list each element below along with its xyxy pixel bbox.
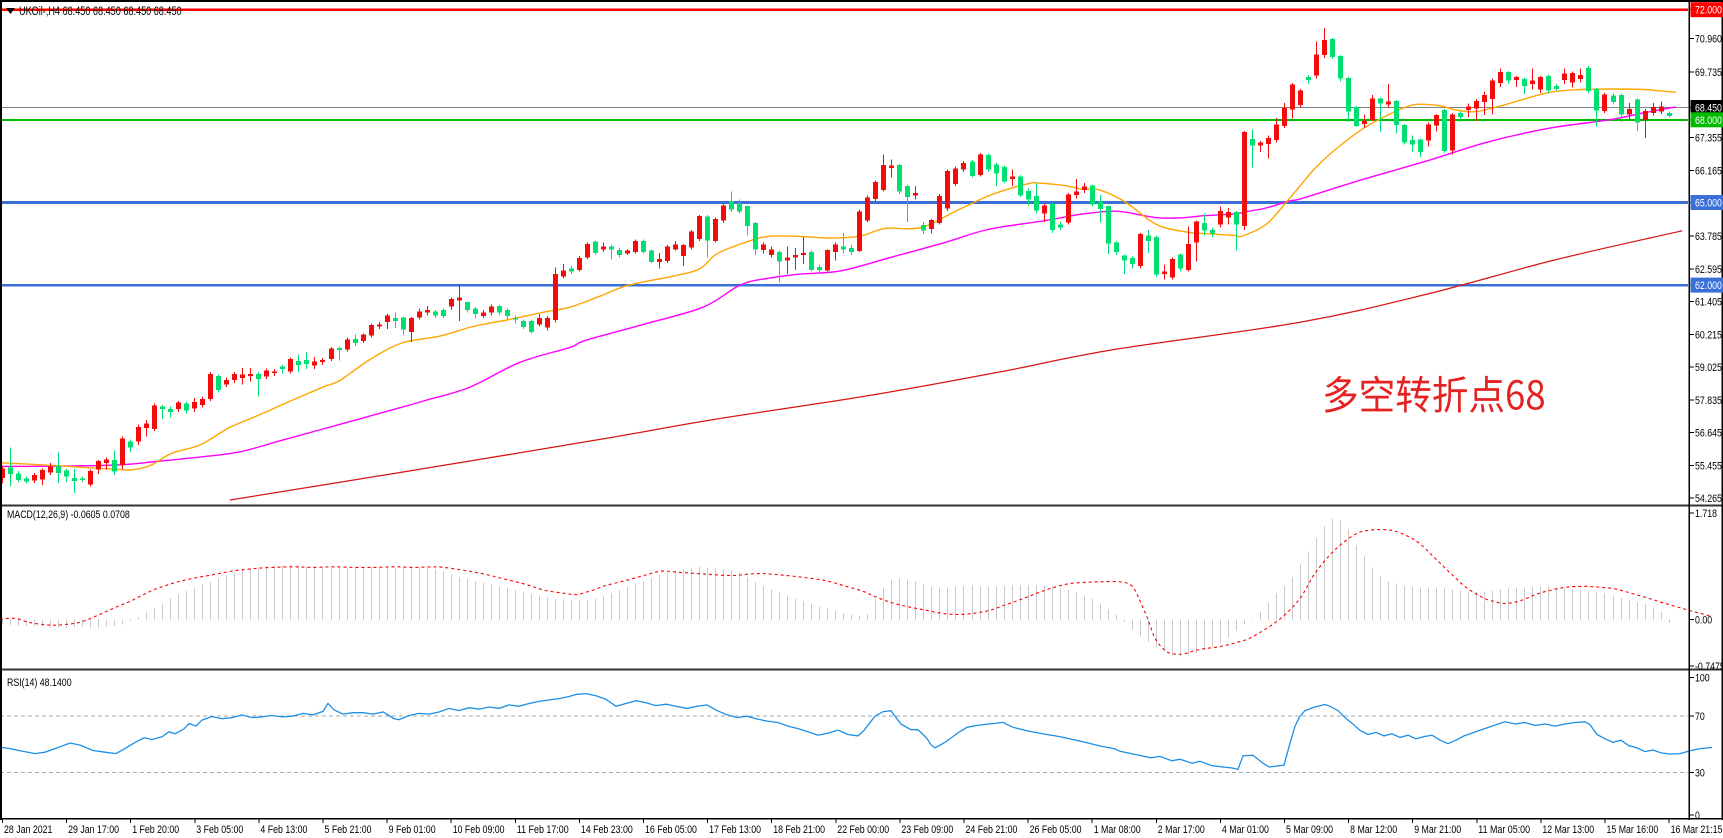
svg-text:70: 70 bbox=[1695, 711, 1705, 723]
svg-text:9 Mar 21:00: 9 Mar 21:00 bbox=[1414, 824, 1461, 836]
svg-text:8 Mar 12:00: 8 Mar 12:00 bbox=[1350, 824, 1397, 836]
svg-text:2 Mar 17:00: 2 Mar 17:00 bbox=[1158, 824, 1205, 836]
svg-text:68.000: 68.000 bbox=[1695, 115, 1722, 127]
svg-text:100: 100 bbox=[1695, 673, 1710, 685]
svg-text:5 Feb 21:00: 5 Feb 21:00 bbox=[325, 824, 372, 836]
svg-text:29 Jan 17:00: 29 Jan 17:00 bbox=[68, 824, 119, 836]
svg-text:72.000: 72.000 bbox=[1695, 5, 1722, 17]
svg-text:69.735: 69.735 bbox=[1695, 67, 1722, 79]
svg-text:66.165: 66.165 bbox=[1695, 165, 1722, 177]
svg-text:63.785: 63.785 bbox=[1695, 231, 1722, 243]
svg-text:1 Mar 08:00: 1 Mar 08:00 bbox=[1094, 824, 1141, 836]
svg-text:57.835: 57.835 bbox=[1695, 395, 1722, 407]
svg-text:16 Mar 21:15: 16 Mar 21:15 bbox=[1671, 824, 1723, 836]
svg-text:62.595: 62.595 bbox=[1695, 264, 1722, 276]
svg-text:MACD(12,26,9) -0.0605 0.0708: MACD(12,26,9) -0.0605 0.0708 bbox=[7, 509, 130, 521]
svg-text:23 Feb 09:00: 23 Feb 09:00 bbox=[901, 824, 953, 836]
svg-text:1 Feb 20:00: 1 Feb 20:00 bbox=[132, 824, 179, 836]
svg-text:11 Mar 05:00: 11 Mar 05:00 bbox=[1478, 824, 1530, 836]
svg-text:18 Feb 21:00: 18 Feb 21:00 bbox=[773, 824, 825, 836]
svg-text:5 Mar 09:00: 5 Mar 09:00 bbox=[1286, 824, 1333, 836]
svg-text:61.405: 61.405 bbox=[1695, 297, 1722, 309]
svg-text:15 Mar 16:00: 15 Mar 16:00 bbox=[1607, 824, 1659, 836]
svg-text:70.960: 70.960 bbox=[1695, 33, 1722, 45]
svg-text:12 Mar 13:00: 12 Mar 13:00 bbox=[1542, 824, 1594, 836]
svg-text:11 Feb 17:00: 11 Feb 17:00 bbox=[517, 824, 569, 836]
svg-text:10 Feb 09:00: 10 Feb 09:00 bbox=[453, 824, 505, 836]
svg-text:26 Feb 05:00: 26 Feb 05:00 bbox=[1030, 824, 1082, 836]
svg-text:65.000: 65.000 bbox=[1695, 198, 1722, 210]
svg-text:28 Jan 2021: 28 Jan 2021 bbox=[4, 824, 52, 836]
svg-text:62.000: 62.000 bbox=[1695, 280, 1722, 292]
svg-text:68.450: 68.450 bbox=[1695, 103, 1722, 115]
svg-text:59.025: 59.025 bbox=[1695, 362, 1722, 374]
svg-text:24 Feb 21:00: 24 Feb 21:00 bbox=[966, 824, 1018, 836]
svg-text:55.455: 55.455 bbox=[1695, 461, 1722, 473]
svg-text:56.645: 56.645 bbox=[1695, 428, 1722, 440]
svg-text:0: 0 bbox=[1695, 810, 1700, 822]
svg-text:-0.7475: -0.7475 bbox=[1695, 661, 1723, 673]
svg-text:22 Feb 00:00: 22 Feb 00:00 bbox=[837, 824, 889, 836]
svg-text:30: 30 bbox=[1695, 768, 1705, 780]
svg-text:9 Feb 01:00: 9 Feb 01:00 bbox=[389, 824, 436, 836]
svg-text:54.265: 54.265 bbox=[1695, 493, 1722, 505]
svg-text:4 Mar 01:00: 4 Mar 01:00 bbox=[1222, 824, 1269, 836]
svg-text:0.00: 0.00 bbox=[1695, 615, 1712, 627]
svg-text:UKOil-,H4 68.450 68.450 68.45: UKOil-,H4 68.450 68.450 68.450 68.450 bbox=[19, 6, 182, 18]
svg-text:1.718: 1.718 bbox=[1695, 508, 1717, 520]
svg-text:4 Feb 13:00: 4 Feb 13:00 bbox=[260, 824, 307, 836]
svg-text:60.215: 60.215 bbox=[1695, 329, 1722, 341]
svg-text:RSI(14) 48.1400: RSI(14) 48.1400 bbox=[7, 677, 72, 689]
svg-text:17 Feb 13:00: 17 Feb 13:00 bbox=[709, 824, 761, 836]
svg-text:3 Feb 05:00: 3 Feb 05:00 bbox=[196, 824, 243, 836]
svg-text:14 Feb 23:00: 14 Feb 23:00 bbox=[581, 824, 633, 836]
svg-text:16 Feb 05:00: 16 Feb 05:00 bbox=[645, 824, 697, 836]
svg-text:67.355: 67.355 bbox=[1695, 133, 1722, 145]
